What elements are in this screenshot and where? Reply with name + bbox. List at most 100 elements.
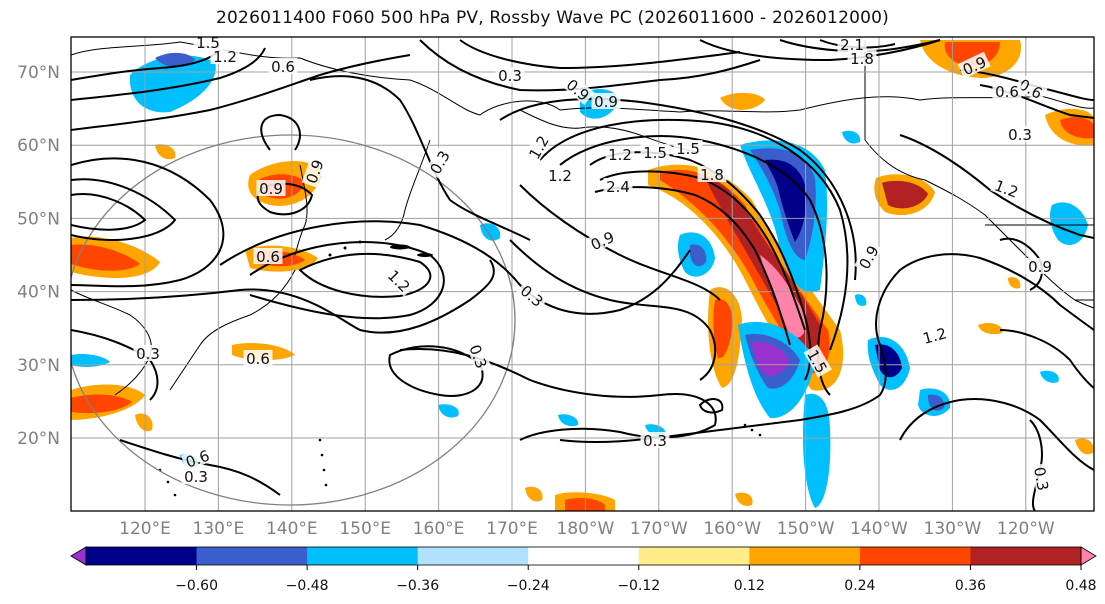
pv-contour [509, 239, 717, 381]
contour-label-group: 0.3 [640, 432, 670, 450]
colorbar-segment [417, 547, 529, 565]
contour-label: 0.3 [1030, 466, 1052, 493]
contour-label-bg [957, 51, 991, 79]
anomaly-shade [713, 299, 733, 359]
contour-label-group: 0.3 [133, 345, 163, 363]
island [324, 483, 328, 487]
contour-label-group: 2.4 [603, 178, 633, 196]
pv-contour [399, 348, 717, 441]
contour-label-group: 1.2 [605, 146, 635, 164]
island [166, 480, 170, 484]
pv-contour [119, 439, 281, 496]
island [173, 493, 177, 497]
anomaly-shade [129, 55, 216, 113]
anomaly-shade [558, 414, 579, 427]
longitude-label: 120°W [997, 519, 1055, 539]
longitude-label: 180°W [557, 519, 615, 539]
contour-label: 0.3 [498, 67, 522, 85]
anomaly-shade [1060, 117, 1094, 139]
colorbar-segment [638, 547, 750, 565]
longitude-label: 130°W [924, 519, 982, 539]
longitude-label: 160°W [703, 519, 761, 539]
anomaly-shade [855, 294, 867, 306]
pv-contour [699, 39, 941, 62]
colorbar-segment [86, 547, 198, 565]
anomaly-shade [690, 244, 707, 267]
contour-label: 2.1 [840, 36, 864, 54]
anomaly-shade [882, 180, 928, 209]
colorbar-tick-label: 0.48 [1065, 578, 1096, 594]
contour-label-bg [918, 323, 951, 347]
latitude-label: 70°N [17, 63, 60, 83]
coastline [384, 139, 431, 241]
pv-contour [298, 252, 432, 298]
contour-label-bg [847, 50, 877, 66]
coastline [169, 269, 296, 391]
latitude-label: 30°N [17, 356, 60, 376]
contour-label-bg [383, 264, 416, 297]
contour-label-group: 0.6 [992, 83, 1022, 101]
contour-label: 0.6 [256, 248, 280, 266]
contour-label-bg [585, 226, 619, 254]
colorbar-tick-label: 0.36 [955, 578, 986, 594]
contour-label-bg [605, 146, 635, 162]
longitude-labels: 120°E 130°E 140°E 150°E 160°E 170°E 180°W 170°W… [119, 519, 1055, 539]
contour-label: 0.6 [271, 58, 295, 76]
contour-label: 1.5 [643, 144, 667, 162]
pv-contour [71, 259, 495, 334]
anomaly-shade [752, 341, 790, 376]
contour-label: 0.6 [995, 83, 1019, 101]
anomaly-shade [735, 492, 753, 506]
contour-label-group: 1.8 [847, 50, 877, 68]
contour-label-bg [425, 145, 454, 179]
contour-label: 1.2 [548, 167, 572, 185]
contour-label: 0.6 [246, 350, 270, 368]
contour-label-group: 0.9 [256, 180, 286, 198]
shaded-anomalies [71, 40, 1094, 511]
contour-label: 0.9 [1028, 258, 1052, 276]
colorbar-segment [196, 547, 308, 565]
pv-contour [779, 39, 941, 53]
contour-label-bg [210, 48, 240, 64]
contour-label: 0.3 [184, 468, 208, 486]
pv-contour [594, 186, 791, 346]
pv-contour [599, 170, 806, 331]
contour-label-bg [516, 280, 549, 311]
pv-contour [71, 178, 177, 241]
contour-label-bg [1025, 258, 1055, 274]
anomaly-shade [71, 244, 140, 271]
island [343, 246, 347, 250]
contour-label-bg [181, 468, 211, 484]
contour-label-bg [256, 180, 286, 196]
pv-contour [309, 75, 531, 241]
contour-label-group: 0.9 [1025, 258, 1055, 276]
contour-label-bg [992, 83, 1022, 99]
contour-label-bg [562, 74, 595, 105]
contour-label-group: 0.6 [268, 58, 298, 76]
contour-label: 0.3 [136, 345, 160, 363]
pv-contour [419, 39, 761, 92]
contour-label-bg [697, 166, 727, 182]
pv-contour [249, 241, 445, 320]
contour-label-bg [545, 167, 575, 183]
anomaly-shade [803, 393, 831, 508]
coastline [864, 139, 1094, 309]
colorbar-tick-label: −0.36 [396, 578, 439, 594]
pv-contour [499, 98, 857, 281]
contour-label: 2.4 [606, 178, 630, 196]
longitude-label: 150°W [777, 519, 835, 539]
contour-labels: 1.51.20.62.11.80.90.31.20.91.52.41.20.91… [133, 36, 1055, 495]
contour-label: 0.3 [643, 432, 667, 450]
island [318, 438, 322, 442]
anomaly-shade [525, 486, 543, 502]
anomaly-shade [71, 353, 110, 367]
pv-contour [559, 253, 1094, 444]
pv-contour [388, 345, 484, 397]
latitude-label: 60°N [17, 136, 60, 156]
pv-contour [698, 398, 724, 414]
longitude-label: 130°E [193, 519, 245, 539]
contour-label-bg [803, 344, 832, 378]
pv-contour [559, 135, 831, 396]
contour-label-bg [301, 154, 327, 188]
